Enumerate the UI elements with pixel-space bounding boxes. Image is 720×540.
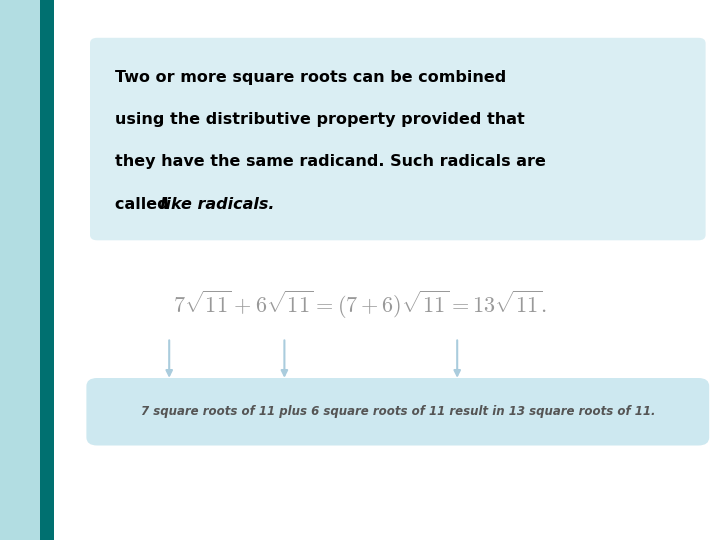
- Text: $7\sqrt{11} + 6\sqrt{11} = (7 + 6)\sqrt{11} = 13\sqrt{11}.$: $7\sqrt{11} + 6\sqrt{11} = (7 + 6)\sqrt{…: [173, 289, 547, 321]
- Bar: [40, 0, 54, 540]
- FancyBboxPatch shape: [86, 378, 709, 446]
- Text: using the distributive property provided that: using the distributive property provided…: [115, 112, 525, 127]
- Bar: [0, 0, 40, 540]
- FancyBboxPatch shape: [90, 38, 706, 240]
- Text: they have the same radicand. Such radicals are: they have the same radicand. Such radica…: [115, 154, 546, 170]
- Text: Two or more square roots can be combined: Two or more square roots can be combined: [115, 70, 506, 85]
- Text: called: called: [115, 197, 174, 212]
- Text: like radicals.: like radicals.: [160, 197, 274, 212]
- Text: 7 square roots of 11 plus 6 square roots of 11 result in 13 square roots of 11.: 7 square roots of 11 plus 6 square roots…: [140, 405, 655, 418]
